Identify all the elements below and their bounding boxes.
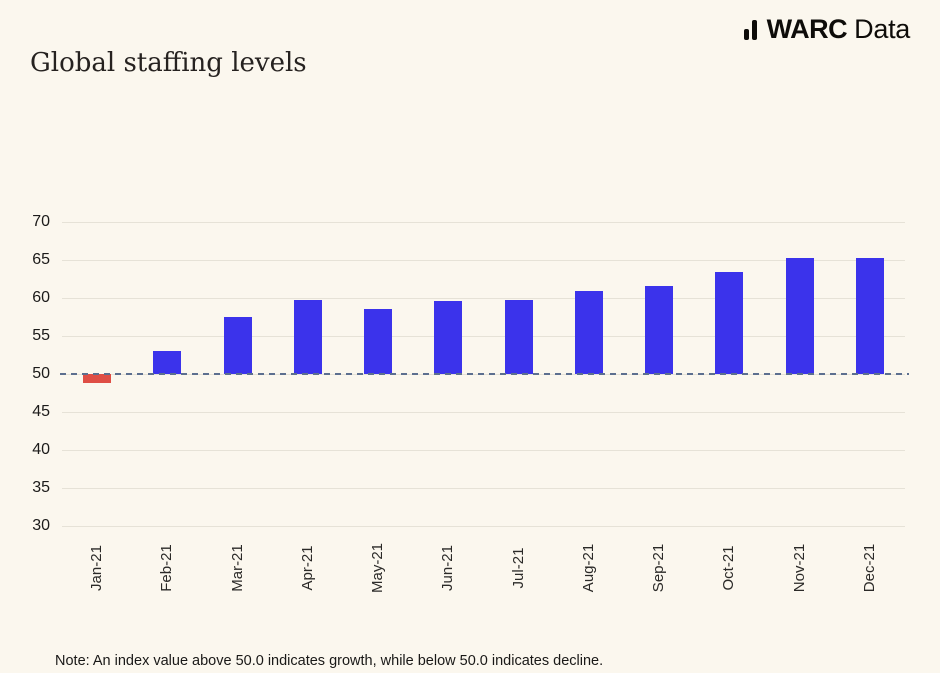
warc-data-logo: WARC Data xyxy=(743,14,910,45)
x-tick-label-aug-21: Aug-21 xyxy=(579,543,597,593)
plot-area xyxy=(60,222,909,527)
y-tick-label-55: 55 xyxy=(32,327,50,344)
brand-name-bold: WARC xyxy=(766,14,848,44)
y-tick-label-70: 70 xyxy=(32,213,50,230)
bar-jun-21 xyxy=(434,301,463,374)
y-tick-label-65: 65 xyxy=(32,251,50,268)
bar-aug-21 xyxy=(574,291,603,374)
gridline-60 xyxy=(62,298,905,299)
x-tick-label-nov-21: Nov-21 xyxy=(790,543,808,593)
gridline-30 xyxy=(62,526,905,527)
y-tick-label-60: 60 xyxy=(32,289,50,306)
y-tick-label-30: 30 xyxy=(32,517,50,534)
gridline-40 xyxy=(62,450,905,451)
gridline-70 xyxy=(62,222,905,223)
bar-may-21 xyxy=(364,309,393,374)
bar-apr-21 xyxy=(293,299,322,374)
x-tick-label-oct-21: Oct-21 xyxy=(720,545,738,591)
baseline-50-dashed-line xyxy=(60,373,909,375)
y-tick-label-35: 35 xyxy=(32,479,50,496)
gridline-55 xyxy=(62,336,905,337)
x-tick-label-jan-21: Jan-21 xyxy=(88,545,106,591)
y-tick-label-40: 40 xyxy=(32,441,50,458)
x-tick-label-feb-21: Feb-21 xyxy=(158,544,176,592)
bar-oct-21 xyxy=(715,272,744,374)
bar-mar-21 xyxy=(223,317,252,374)
bar-nov-21 xyxy=(785,257,814,374)
bar-dec-21 xyxy=(855,257,884,374)
gridline-65 xyxy=(62,260,905,261)
page-title: Global staffing levels xyxy=(30,48,307,78)
x-tick-label-jul-21: Jul-21 xyxy=(509,547,527,589)
bar-feb-21 xyxy=(153,351,182,374)
brand-name-regular: Data xyxy=(854,14,910,44)
x-tick-label-jun-21: Jun-21 xyxy=(439,545,457,591)
bar-chart-icon xyxy=(743,19,757,40)
x-tick-label-mar-21: Mar-21 xyxy=(228,544,246,592)
x-axis: Jan-21 Feb-21 Mar-21 Apr-21 May-21 Jun-21 Jul-… xyxy=(62,534,905,614)
y-axis: 70 65 60 55 50 45 40 35 30 xyxy=(0,213,50,534)
gridline-45 xyxy=(62,412,905,413)
bar-sep-21 xyxy=(645,285,674,374)
footnote: Note: An index value above 50.0 indicate… xyxy=(55,653,604,669)
bar-jan-21 xyxy=(83,374,112,384)
x-tick-label-dec-21: Dec-21 xyxy=(860,543,878,593)
x-tick-label-may-21: May-21 xyxy=(369,542,387,594)
bar-jul-21 xyxy=(504,300,533,374)
y-tick-label-50: 50 xyxy=(32,365,50,382)
x-tick-label-apr-21: Apr-21 xyxy=(298,545,316,591)
y-tick-label-45: 45 xyxy=(32,403,50,420)
x-tick-label-sep-21: Sep-21 xyxy=(650,543,668,593)
gridline-35 xyxy=(62,488,905,489)
